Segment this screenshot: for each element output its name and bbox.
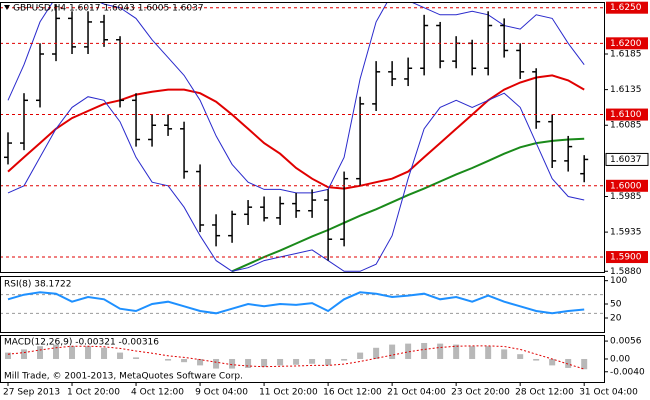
- pane: 0.0056 0.00 -0.0040 MACD(12,26,9) -0.00321 …: [0, 335, 645, 383]
- last-price-box: [605, 152, 649, 166]
- level-label: 1.6100: [610, 110, 642, 120]
- x-tick-label: 16 Oct 12:00: [323, 388, 382, 398]
- symbol-icon: [4, 5, 10, 10]
- y-tick-label: 0.00: [610, 354, 630, 364]
- histogram-bar: [357, 352, 364, 359]
- histogram-bar: [117, 352, 124, 359]
- pane: 1.6185 1.6135 1.6085 1.5985 1.5935 1.5880 1.62…: [0, 1, 649, 277]
- histogram-bar: [581, 358, 588, 370]
- y-tick-label: 100: [610, 276, 627, 286]
- histogram-bar: [213, 358, 220, 369]
- histogram-bar: [293, 358, 300, 365]
- histogram-bar: [261, 358, 268, 367]
- x-tick-label: 28 Oct 12:00: [515, 388, 574, 398]
- histogram-bar: [5, 352, 12, 359]
- x-tick-label: 11 Oct 20:00: [259, 388, 318, 398]
- histogram-bar: [517, 354, 524, 359]
- pane-content: [1, 291, 604, 315]
- y-tick-label: 1.6185: [610, 50, 642, 60]
- histogram-bar: [453, 344, 460, 359]
- histogram-bar: [85, 346, 92, 359]
- histogram-bar: [21, 349, 28, 359]
- level-label: 1.6250: [610, 3, 642, 13]
- x-tick-label: 4 Oct 12:00: [131, 388, 184, 398]
- histogram-bar: [533, 358, 540, 361]
- x-tick-label: 21 Oct 04:00: [387, 388, 446, 398]
- histogram-bar: [229, 358, 236, 369]
- histogram-bar: [37, 346, 44, 359]
- histogram-bar: [325, 358, 332, 366]
- histogram-bar: [469, 346, 476, 359]
- y-tick-label: 0.0056: [610, 337, 642, 347]
- histogram-bar: [165, 358, 172, 361]
- indicator-line: [231, 137, 585, 272]
- histogram-bar: [309, 358, 316, 364]
- histogram-bar: [437, 343, 444, 359]
- histogram-bar: [181, 358, 188, 363]
- histogram-bar: [133, 357, 140, 359]
- pane-label: MACD(12,26,9) -0.00321 -0.00316: [4, 338, 159, 348]
- y-tick-label: 1.5935: [610, 228, 642, 238]
- histogram-bar: [341, 358, 348, 361]
- level-box: [606, 1, 648, 14]
- histogram-bar: [373, 347, 380, 359]
- x-tick-label: 27 Sep 2013: [3, 388, 60, 398]
- chart-title: GBPUSD,H4 1.6017 1.6043 1.6005 1.6037: [13, 4, 204, 14]
- pane-frame: [0, 335, 605, 383]
- pane-content: [5, 342, 588, 370]
- y-tick-label: 1.5880: [610, 267, 642, 277]
- x-tick-label: 31 Oct 04:00: [579, 388, 638, 398]
- copyright: Mill Trade, © 2001-2013, MetaQuotes Soft…: [4, 372, 243, 382]
- histogram-bar: [565, 358, 572, 368]
- pane-content: [1, 3, 604, 272]
- level-label: 1.5900: [610, 253, 642, 263]
- level-label: 1.6200: [610, 39, 642, 49]
- level-box: [606, 108, 648, 121]
- x-tick-label: 9 Oct 04:00: [195, 388, 248, 398]
- histogram-bar: [549, 358, 556, 366]
- pane: 100 50 20 RSI(8) 38.1722: [0, 276, 627, 333]
- histogram-bar: [405, 343, 412, 359]
- level-box: [606, 179, 648, 192]
- level-box: [606, 37, 648, 50]
- histogram-bar: [69, 346, 76, 359]
- y-tick-label: 50: [610, 300, 622, 310]
- histogram-bar: [485, 346, 492, 359]
- last-price-label: 1.6037: [610, 155, 642, 165]
- y-tick-label: 1.5985: [610, 192, 642, 202]
- histogram-bar: [53, 344, 60, 359]
- histogram-bar: [101, 347, 108, 359]
- histogram-bar: [501, 349, 508, 359]
- level-box: [606, 251, 648, 264]
- rsi-line: [7, 291, 585, 315]
- histogram-bar: [197, 358, 204, 366]
- level-label: 1.6000: [610, 181, 642, 191]
- y-tick-label: 1.6135: [610, 85, 642, 95]
- y-tick-label: -0.0040: [610, 367, 645, 377]
- histogram-bar: [421, 342, 428, 359]
- signal-line: [7, 345, 585, 370]
- x-tick-label: 23 Oct 20:00: [451, 388, 510, 398]
- histogram-bar: [245, 358, 252, 368]
- y-tick-label: 20: [610, 314, 622, 324]
- y-tick-label: 1.6085: [610, 121, 642, 131]
- x-tick-label: 1 Oct 20:00: [67, 388, 120, 398]
- indicator-line: [7, 92, 585, 272]
- pane-label: RSI(8) 38.1722: [4, 280, 71, 290]
- histogram-bar: [277, 358, 284, 366]
- histogram-bar: [389, 344, 396, 359]
